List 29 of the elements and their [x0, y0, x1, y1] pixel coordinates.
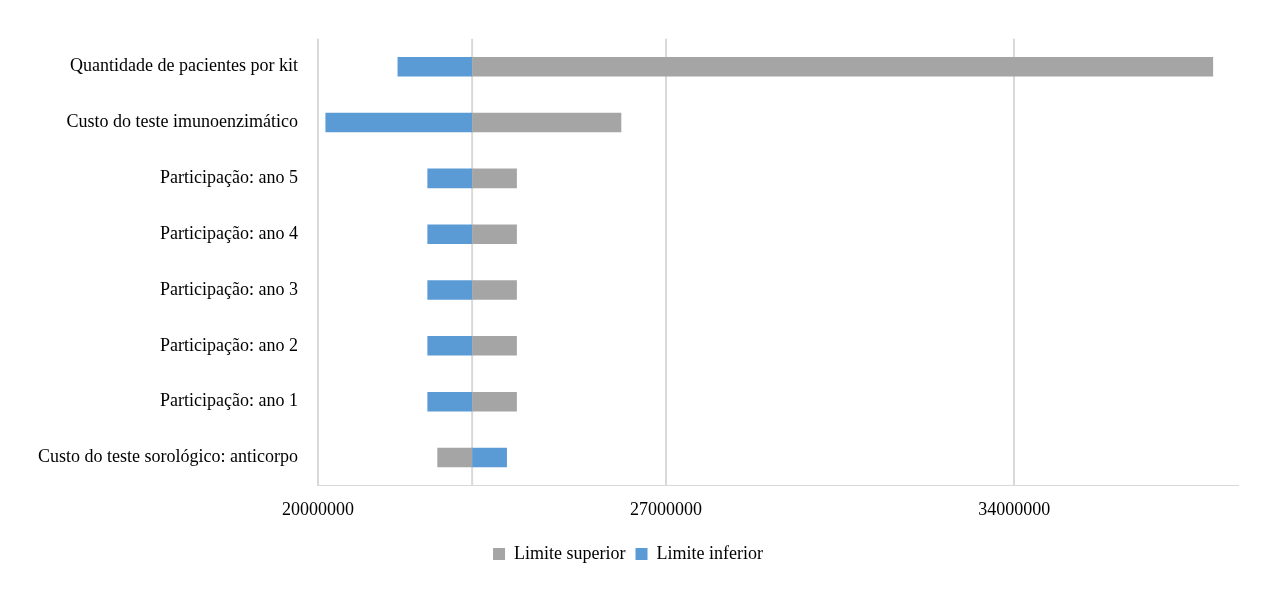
y-tick-label: Participação: ano 3: [160, 278, 298, 299]
bar: [472, 224, 517, 244]
bar: [472, 280, 517, 300]
x-tick-label: 34000000: [978, 498, 1051, 519]
bar: [472, 56, 1214, 77]
x-tick-label: 27000000: [630, 498, 703, 519]
y-tick-label: Participação: ano 1: [160, 390, 298, 411]
bar: [472, 168, 517, 189]
bar: [472, 447, 507, 468]
bar: [427, 168, 473, 189]
y-tick-label: Quantidade de pacientes por kit: [70, 55, 298, 76]
bar: [427, 224, 473, 244]
y-tick-label: Participação: ano 5: [160, 167, 298, 188]
bar: [427, 280, 473, 300]
x-tick-label: 20000000: [281, 498, 354, 519]
y-tick-label: Participação: ano 2: [160, 334, 298, 355]
y-tick-label: Custo do teste sorológico: anticorpo: [37, 446, 298, 467]
bar: [472, 391, 517, 412]
bar: [325, 112, 473, 133]
bar: [472, 112, 622, 133]
bar: [472, 336, 517, 356]
y-tick-label: Custo do teste imunoenzimático: [66, 111, 298, 132]
bar: [437, 447, 473, 468]
legend-label: Limite inferior: [656, 542, 763, 563]
bar: [397, 56, 473, 77]
bar: [427, 336, 473, 356]
bar: [427, 391, 473, 412]
y-tick-label: Participação: ano 4: [160, 222, 298, 243]
legend-label: Limite superior: [514, 542, 626, 563]
